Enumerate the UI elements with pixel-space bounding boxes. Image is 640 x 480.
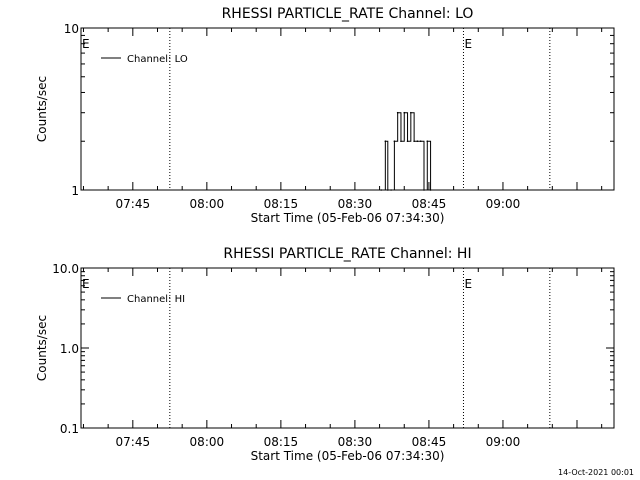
chart-title-lo: RHESSI PARTICLE_RATE Channel: LO <box>222 6 474 22</box>
x-tick-label-hi: 07:45 <box>116 435 151 449</box>
x-tick-label-hi: 09:00 <box>486 435 521 449</box>
plot-frame-lo <box>80 27 615 191</box>
event-marker-label-lo: E <box>82 37 90 51</box>
event-marker-label-hi: E <box>82 277 90 291</box>
x-axis-label-hi: Start Time (05-Feb-06 07:34:30) <box>251 449 445 463</box>
chart-title-hi: RHESSI PARTICLE_RATE Channel: HI <box>223 246 471 262</box>
x-axis-label-lo: Start Time (05-Feb-06 07:34:30) <box>251 211 445 225</box>
x-tick-label-lo: 07:45 <box>116 197 151 211</box>
x-tick-label-lo: 08:15 <box>264 197 299 211</box>
y-tick-label-lo: 10 <box>64 22 79 36</box>
series-line-lo-0 <box>381 112 432 191</box>
x-tick-label-hi: 08:45 <box>412 435 447 449</box>
x-tick-label-hi: 08:15 <box>264 435 299 449</box>
x-tick-label-hi: 08:00 <box>190 435 225 449</box>
y-tick-label-hi: 1.0 <box>60 342 79 356</box>
y-tick-label-hi: 10.0 <box>52 262 79 276</box>
legend-label-lo: Channel: LO <box>127 54 188 65</box>
x-tick-label-hi: 08:30 <box>338 435 373 449</box>
event-marker-label-hi: E <box>464 277 472 291</box>
x-tick-label-lo: 08:45 <box>412 197 447 211</box>
legend-label-hi: Channel: HI <box>127 294 185 305</box>
x-tick-label-lo: 08:30 <box>338 197 373 211</box>
y-tick-label-lo: 1 <box>71 184 79 198</box>
y-axis-label-lo: Counts/sec <box>35 76 49 142</box>
y-axis-label-hi: Counts/sec <box>35 315 49 381</box>
event-marker-label-lo: E <box>464 37 472 51</box>
generated-timestamp: 14-Oct-2021 00:01 <box>558 468 634 477</box>
y-tick-label-hi: 0.1 <box>60 422 79 436</box>
plot-frame-hi <box>80 267 615 429</box>
x-tick-label-lo: 08:00 <box>190 197 225 211</box>
x-tick-label-lo: 09:00 <box>486 197 521 211</box>
